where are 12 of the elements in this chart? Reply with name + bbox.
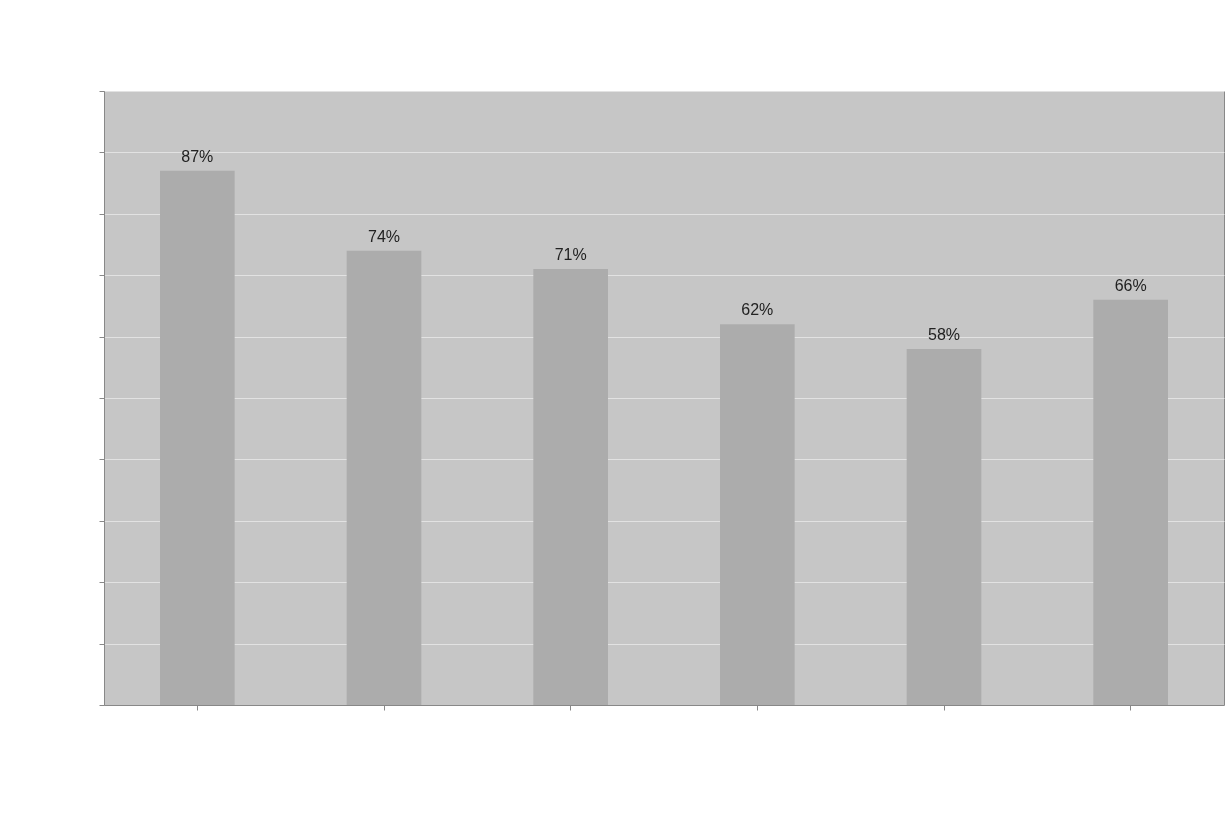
data-label: 58% xyxy=(927,325,961,343)
data-label: 74% xyxy=(367,227,401,245)
data-label: 62% xyxy=(741,301,774,319)
bar xyxy=(906,348,982,705)
bar xyxy=(1093,299,1168,705)
bar xyxy=(533,269,608,705)
data-label: 71% xyxy=(554,246,587,264)
data-label: 87% xyxy=(181,147,214,165)
bar xyxy=(346,250,422,705)
data-label: 66% xyxy=(1114,276,1147,294)
bar xyxy=(160,170,235,705)
bar xyxy=(720,324,795,705)
